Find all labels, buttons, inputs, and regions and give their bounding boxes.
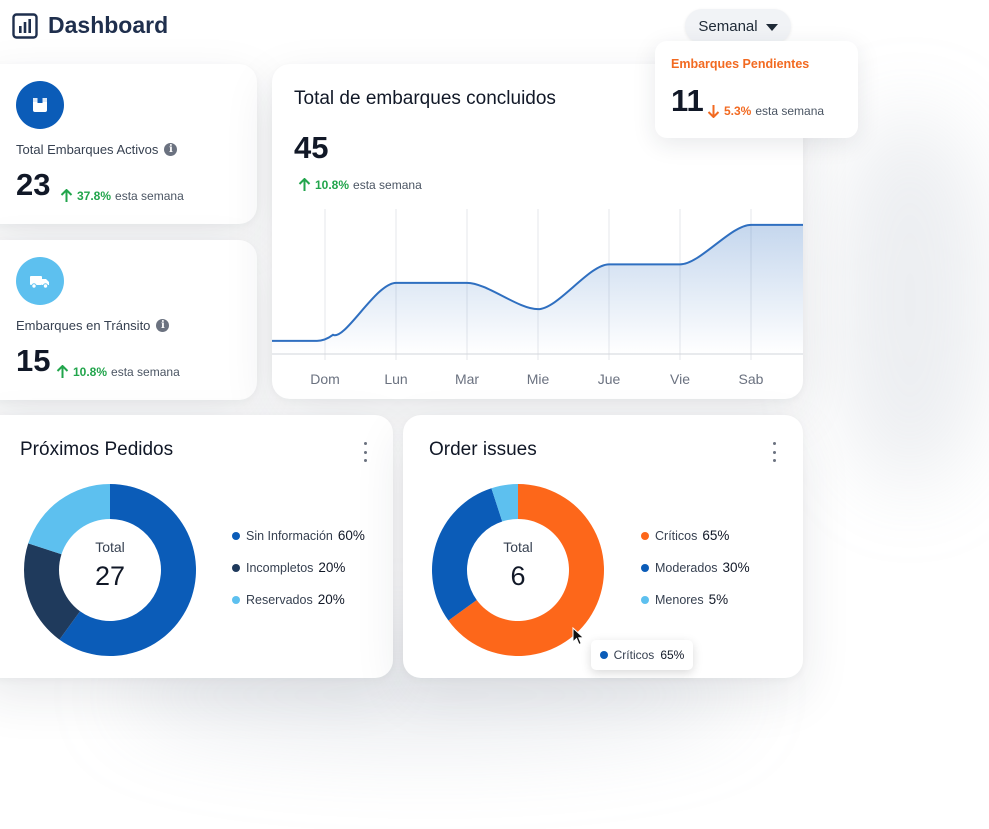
more-options-icon[interactable] [358,440,372,464]
donut-slice-1[interactable] [432,488,503,621]
chart-tooltip: Críticos 65% [591,640,693,670]
trend-text: esta semana [115,189,184,203]
chart-title: Total de embarques concluidos [294,88,556,109]
card-total-activos: Total Embarques Activos i 23 37.8% esta … [0,64,257,224]
legend-dot [641,531,649,540]
line-chart: Dom Lun Mar Mie Jue Vie Sab [272,209,803,387]
tooltip-dot [599,651,608,659]
legend-percent: 5% [708,592,729,607]
more-options-icon[interactable] [767,440,781,464]
trend-text: esta semana [111,365,180,379]
donut-center-label: Total [503,539,533,555]
legend-item[interactable]: Menores 5% [641,592,750,607]
tooltip-value: 65% [660,648,685,662]
trend-text: esta semana [353,178,422,192]
legend-dot [232,531,240,540]
donut-slice-0[interactable] [448,484,604,656]
legend-item[interactable]: Moderados 30% [641,560,750,575]
x-tick-label: Jue [598,371,621,387]
legend-item[interactable]: Sin Información 60% [232,528,365,543]
trend: 37.8% esta semana [60,189,184,203]
arrow-down-icon [707,105,720,118]
legend-label: Menores [655,592,704,607]
legend-percent: 30% [722,560,750,575]
x-tick-label: Dom [310,371,340,387]
card-proximos-pedidos: Próximos Pedidos Total 27 Sin Informació… [0,415,393,678]
line-area [272,224,803,354]
truck-icon [16,257,64,305]
trend-percent: 37.8% [77,189,112,203]
trend: 10.8% esta semana [56,365,180,379]
stat-value: 11 [671,83,704,118]
stat-label: Embarques Pendientes [671,57,810,71]
stat-label: Embarques en Tránsito [16,318,151,333]
legend-issues: Críticos 65% Moderados 30% Menores 5% [641,528,750,607]
legend-percent: 60% [337,528,365,543]
trend-percent: 5.3% [724,104,752,118]
arrow-up-icon [60,189,73,202]
trend: 10.8% esta semana [298,178,422,192]
stat-value: 45 [294,130,329,165]
legend-percent: 65% [702,528,730,543]
legend-percent: 20% [317,592,345,607]
legend-label: Incompletos [246,560,314,575]
x-tick-label: Lun [384,371,407,387]
caret-down-icon [765,23,778,31]
donut-slice-2[interactable] [28,484,111,555]
stat-value: 23 [16,167,51,202]
card-pendientes: Embarques Pendientes 11 5.3% esta semana [655,41,858,138]
legend-label: Sin Información [246,528,333,543]
page-title: Dashboard [48,12,169,38]
tooltip-label: Críticos [613,648,655,662]
chart-title: Próximos Pedidos [20,439,174,460]
legend-dot [641,595,649,604]
x-tick-label: Vie [670,371,690,387]
donut-chart-proximos [24,484,197,656]
legend-item[interactable]: Críticos 65% [641,528,750,543]
period-dropdown[interactable]: Semanal [685,9,791,43]
info-icon[interactable]: i [156,319,170,332]
card-en-transito: Embarques en Tránsito i 15 10.8% esta se… [0,240,257,400]
donut-slice-2[interactable] [491,484,518,522]
line-series [272,223,803,342]
legend-label: Reservados [246,592,313,607]
legend-dot [232,563,240,572]
legend-percent: 20% [318,560,346,575]
stat-value: 15 [16,343,51,378]
donut-slice-1[interactable] [24,543,81,640]
x-tick-label: Mar [455,371,479,387]
legend-label: Críticos [655,528,698,543]
donut-slice-0[interactable] [59,484,197,656]
legend-dot [641,563,649,572]
legend-proximos: Sin Información 60% Incompletos 20% Reservad… [232,528,365,607]
chart-title: Order issues [429,439,537,460]
donut-chart-issues [432,484,604,656]
stat-label: Total Embarques Activos [16,142,159,157]
legend-label: Moderados [655,560,718,575]
legend-item[interactable]: Reservados 20% [232,592,365,607]
card-order-issues: Order issues Total 6 Críticos 65% Moderado… [403,415,803,678]
arrow-up-icon [56,365,69,378]
bar-chart-icon [12,13,38,39]
legend-item[interactable]: Incompletos 20% [232,560,365,575]
trend: 5.3% esta semana [707,104,824,118]
donut-center-value: 6 [510,561,526,591]
mouse-cursor-icon [572,627,585,646]
donut-center-label: Total [95,539,125,555]
x-tick-label: Mie [527,371,550,387]
x-tick-label: Sab [739,371,764,387]
info-icon[interactable]: i [164,143,178,156]
trend-percent: 10.8% [315,178,350,192]
legend-dot [232,595,240,604]
trend-text: esta semana [755,104,825,118]
arrow-up-icon [298,178,311,191]
donut-center-value: 27 [94,561,126,591]
trend-percent: 10.8% [73,365,108,379]
period-dropdown-value: Semanal [698,17,758,35]
box-icon [16,81,64,129]
